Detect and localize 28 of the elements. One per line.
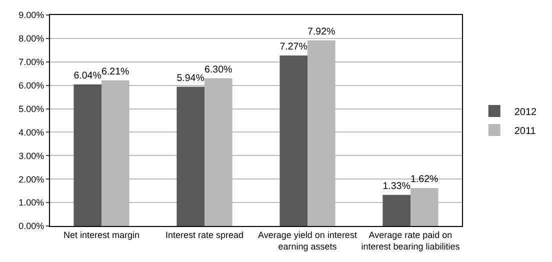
legend-label: 2012 [514,106,538,118]
bar [74,84,102,226]
legend-label: 2011 [514,126,536,137]
data-label: 1.33% [382,180,411,192]
data-label: 5.94% [176,72,205,84]
data-label: 7.92% [308,26,336,38]
x-tick-label: Interest rate spread [165,230,244,240]
data-label: 6.04% [74,70,102,82]
data-label: 7.27% [280,42,308,53]
y-tick-label: 6.00% [18,80,44,90]
y-tick-label: 8.00% [18,34,44,44]
x-tick-label: Net interest margin [63,230,140,240]
y-tick-label: 2.00% [18,174,44,184]
y-tick-label: 3.00% [18,150,44,161]
y-tick-label: 5.00% [18,104,44,114]
data-label: 1.62% [410,174,439,186]
y-tick-label: 0.00% [18,221,44,232]
data-label: 6.30% [204,64,233,76]
y-tick-label: 4.00% [18,127,44,138]
data-label: 6.21% [102,66,130,78]
x-tick-label: Average rate paid on interest bearing liabilities [361,230,460,252]
bar [280,56,308,226]
y-tick-label: 9.00% [18,10,44,20]
bar [382,194,410,226]
bar [176,86,204,226]
x-tick-label: Average yield on interest earning assets [258,230,358,252]
y-tick-label: 7.00% [18,57,44,68]
y-tick-label: 1.00% [18,198,44,208]
